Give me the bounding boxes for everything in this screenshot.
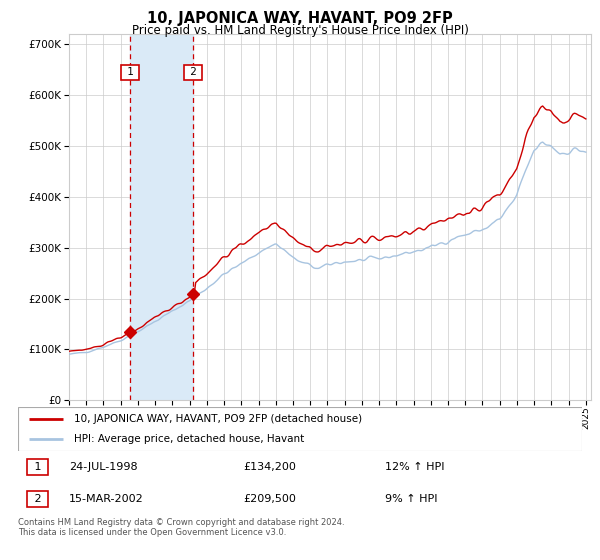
Text: 2: 2 <box>187 67 200 77</box>
Text: £209,500: £209,500 <box>244 494 296 504</box>
Text: 2: 2 <box>31 494 45 504</box>
Text: 9% ↑ HPI: 9% ↑ HPI <box>385 494 437 504</box>
Text: 10, JAPONICA WAY, HAVANT, PO9 2FP: 10, JAPONICA WAY, HAVANT, PO9 2FP <box>147 11 453 26</box>
Text: £134,200: £134,200 <box>244 462 296 472</box>
Text: 1: 1 <box>31 462 45 472</box>
Text: 1: 1 <box>124 67 137 77</box>
Text: HPI: Average price, detached house, Havant: HPI: Average price, detached house, Hava… <box>74 435 305 445</box>
Text: 10, JAPONICA WAY, HAVANT, PO9 2FP (detached house): 10, JAPONICA WAY, HAVANT, PO9 2FP (detac… <box>74 414 362 424</box>
Bar <box>130 34 193 400</box>
Text: 24-JUL-1998: 24-JUL-1998 <box>69 462 137 472</box>
Text: 12% ↑ HPI: 12% ↑ HPI <box>385 462 444 472</box>
Text: Price paid vs. HM Land Registry's House Price Index (HPI): Price paid vs. HM Land Registry's House … <box>131 24 469 36</box>
Text: 15-MAR-2002: 15-MAR-2002 <box>69 494 143 504</box>
FancyBboxPatch shape <box>18 407 582 451</box>
Text: Contains HM Land Registry data © Crown copyright and database right 2024.
This d: Contains HM Land Registry data © Crown c… <box>18 518 344 538</box>
